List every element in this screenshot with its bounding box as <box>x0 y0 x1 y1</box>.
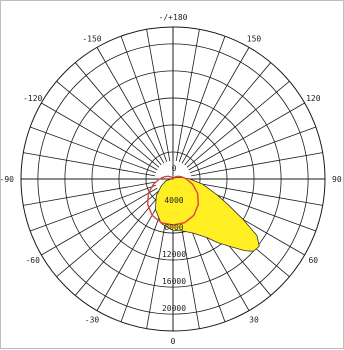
radial-label-20000: 20000 <box>162 304 186 313</box>
angle-label-90: 90 <box>332 175 342 184</box>
grid-spoke-100 <box>190 152 323 177</box>
grid-spoke-160 <box>178 36 226 162</box>
angle-label--150: -150 <box>82 35 101 44</box>
grid-spoke--100 <box>23 152 156 177</box>
angle-label--90: -90 <box>1 175 14 184</box>
grid-spoke-150 <box>181 47 250 164</box>
intensity-curve-0 <box>155 176 260 252</box>
angle-label--60: -60 <box>25 256 40 265</box>
grid-spoke--110 <box>30 126 156 174</box>
grid-spoke-80 <box>190 181 323 206</box>
grid-spoke--140 <box>74 62 162 166</box>
angle-label-150: 150 <box>247 35 262 44</box>
grid-spoke--60 <box>41 187 158 256</box>
angle-label-60: 60 <box>308 256 318 265</box>
intensity-curves <box>146 175 260 252</box>
radial-label-4000: 4000 <box>164 196 183 205</box>
radial-label-8000: 8000 <box>164 223 183 232</box>
grid-spoke--30 <box>96 194 165 311</box>
grid-spoke-110 <box>190 126 316 174</box>
angle-label--30: -30 <box>85 315 100 324</box>
angle-label-120: 120 <box>306 94 321 103</box>
grid-spoke-120 <box>188 102 305 171</box>
radial-label-12000: 12000 <box>162 250 186 259</box>
grid-spoke-140 <box>184 62 272 166</box>
grid-spoke--50 <box>56 190 160 278</box>
grid-spoke--160 <box>120 36 168 162</box>
angle-label-180: -/+180 <box>159 13 188 22</box>
intensity-curve-1 <box>146 175 200 226</box>
grid-spoke--170 <box>146 29 171 162</box>
angle-label-30: 30 <box>249 315 259 324</box>
polar-labels: -/+180 150 120 90 60 30 0 -30 -60 -90 -120 -150 0 400… <box>1 13 342 346</box>
grid-spoke--120 <box>41 102 158 171</box>
radial-label-0: 0 <box>172 164 177 173</box>
grid-spoke-170 <box>175 29 200 162</box>
grid-spoke--40 <box>74 192 162 296</box>
grid-spoke--80 <box>23 181 156 206</box>
grid-spoke--150 <box>96 47 165 164</box>
grid-spoke-130 <box>186 80 290 168</box>
angle-label--120: -120 <box>23 94 42 103</box>
angle-label-0: 0 <box>171 337 176 346</box>
radial-label-16000: 16000 <box>162 277 186 286</box>
grid-spoke--130 <box>56 80 160 168</box>
grid-spoke--70 <box>30 184 156 232</box>
